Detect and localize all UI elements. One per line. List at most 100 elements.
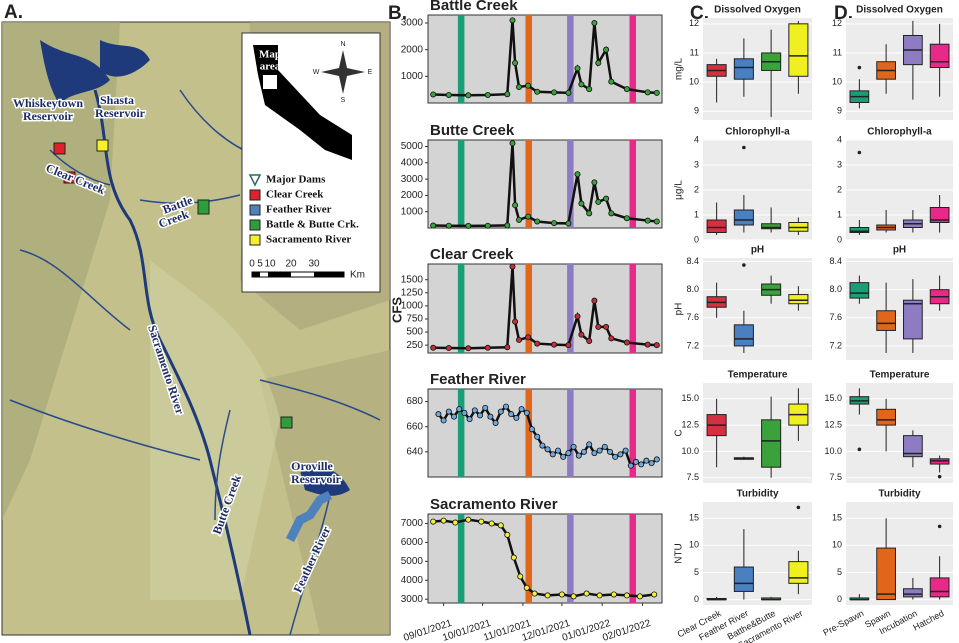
data-point xyxy=(586,86,593,93)
data-point xyxy=(623,215,630,222)
data-point xyxy=(622,447,629,454)
box xyxy=(903,588,923,598)
data-point xyxy=(596,447,603,454)
chart-title: Temperature xyxy=(728,370,788,381)
data-point xyxy=(509,140,516,147)
data-point xyxy=(509,263,516,270)
data-point xyxy=(504,91,511,98)
y-tick-label: 7000 xyxy=(401,518,424,529)
map-legend: Major Dams Clear Creek Feather River Battle… xyxy=(248,174,359,246)
chart-title: Temperature xyxy=(870,370,930,381)
data-point xyxy=(574,313,581,320)
x-tick-label: Hatched xyxy=(911,608,945,633)
y-tick-label: 0 xyxy=(694,234,699,244)
data-point xyxy=(623,592,630,599)
data-point xyxy=(525,82,532,89)
y-tick-label: 3 xyxy=(694,159,699,169)
series-line xyxy=(433,20,657,97)
data-point xyxy=(445,222,452,229)
y-axis-label: NTU xyxy=(674,543,685,564)
y-tick-label: 5000 xyxy=(401,141,424,152)
plot-area xyxy=(846,258,953,360)
y-axis-label: C xyxy=(674,429,685,436)
map-area-label: Map xyxy=(259,49,281,61)
y-tick-label: 12 xyxy=(832,18,842,28)
data-point xyxy=(551,89,558,96)
highlight-span xyxy=(567,15,574,103)
highlight-span xyxy=(525,514,532,603)
data-point xyxy=(465,92,472,99)
y-tick-label: 15.0 xyxy=(824,393,842,403)
data-point xyxy=(617,451,624,458)
outlier xyxy=(857,65,862,70)
y-tick-label: 6000 xyxy=(401,537,424,548)
box xyxy=(761,419,782,468)
chart-title: Turbidity xyxy=(878,489,920,500)
data-point xyxy=(551,341,558,348)
series-line xyxy=(433,143,657,228)
y-tick-label: 9 xyxy=(694,106,699,116)
data-point xyxy=(539,442,546,449)
y-tick-label: 680 xyxy=(406,396,423,407)
y-tick-label: 3000 xyxy=(401,174,424,185)
chart-title: pH xyxy=(893,245,906,256)
y-tick-label: 4000 xyxy=(401,575,424,586)
compass-label: W xyxy=(313,69,320,76)
data-point xyxy=(643,457,650,464)
data-point xyxy=(534,218,541,225)
plot-area xyxy=(427,263,663,354)
data-point xyxy=(484,344,491,351)
y-tick-label: 15.0 xyxy=(681,393,699,403)
data-point xyxy=(565,220,572,227)
data-point xyxy=(607,448,614,455)
box xyxy=(788,294,809,305)
map-label: Oroville xyxy=(291,459,333,473)
legend-label: Clear Creek xyxy=(266,189,324,201)
site-marker xyxy=(280,416,293,429)
data-point xyxy=(591,19,598,26)
outlier xyxy=(796,505,801,510)
box xyxy=(929,43,950,69)
data-point xyxy=(603,46,610,53)
panel-label: A. xyxy=(4,2,23,23)
chart-title: Dissolved Oxygen xyxy=(856,5,943,16)
data-point xyxy=(578,331,585,338)
y-tick-label: 7.5 xyxy=(686,472,699,482)
data-point xyxy=(534,88,541,95)
box xyxy=(733,58,754,80)
scale-label: 5 xyxy=(257,259,263,270)
data-point xyxy=(653,89,660,96)
data-point xyxy=(484,92,491,99)
data-point xyxy=(509,17,516,24)
data-point xyxy=(440,517,447,524)
data-point xyxy=(484,222,491,229)
y-tick-label: 250 xyxy=(406,340,423,351)
box xyxy=(876,310,896,331)
chart-title: Dissolved Oxygen xyxy=(714,5,801,16)
y-tick-label: 2 xyxy=(694,184,699,194)
data-point xyxy=(476,412,483,419)
data-point xyxy=(516,84,523,91)
y-tick-label: 15 xyxy=(689,513,699,523)
y-tick-label: 8.4 xyxy=(686,256,699,266)
chart-title: Turbidity xyxy=(736,489,778,500)
y-tick-label: 9 xyxy=(837,106,842,116)
data-point xyxy=(487,413,494,420)
chart-title: Butte Creek xyxy=(430,122,515,139)
highlight-span xyxy=(629,140,636,228)
data-point xyxy=(516,216,523,223)
site-marker xyxy=(96,139,109,152)
highlight-span xyxy=(525,140,532,228)
site-marker xyxy=(285,490,333,543)
highlight-span xyxy=(457,140,465,228)
y-tick-label: 7.5 xyxy=(829,472,842,482)
box xyxy=(849,227,870,233)
legend-swatch xyxy=(249,219,261,231)
y-tick-label: 5 xyxy=(694,567,699,577)
legend-swatch xyxy=(249,204,261,216)
y-axis-label: mg/L xyxy=(674,57,685,80)
y-tick-label: 7.2 xyxy=(829,340,842,350)
box xyxy=(876,547,896,601)
y-tick-label: 8.0 xyxy=(829,284,842,294)
legend-swatch xyxy=(248,174,262,187)
